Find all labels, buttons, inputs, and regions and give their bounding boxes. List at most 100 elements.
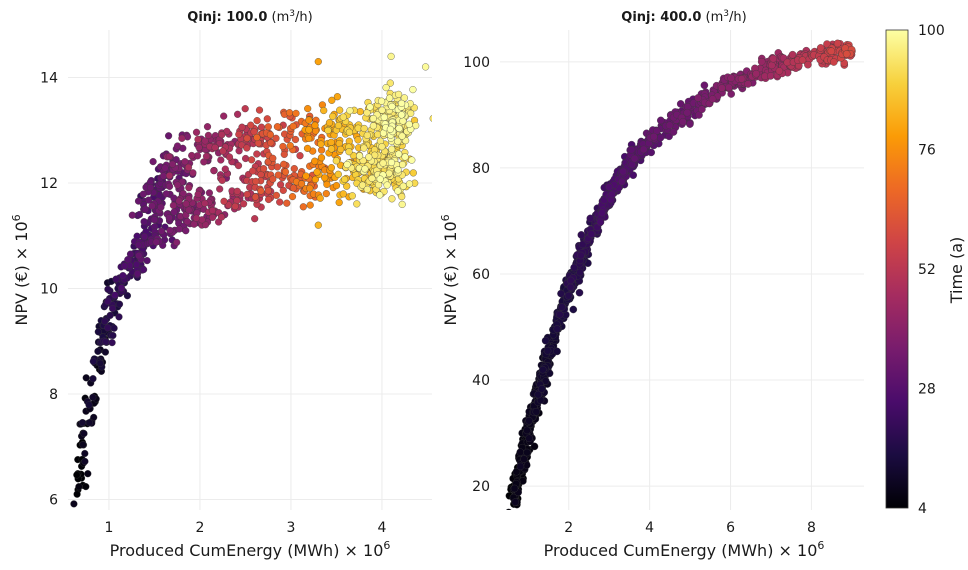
scatter-point (541, 336, 550, 345)
scatter-point (73, 490, 81, 498)
scatter-point (169, 160, 177, 168)
scatter-point (363, 185, 371, 193)
x-axis-label-left: Produced CumEnergy (MWh) × 106 (110, 539, 391, 560)
scatter-point (679, 118, 687, 126)
scatter-point (250, 128, 258, 136)
scatter-point (311, 157, 319, 165)
scatter-point (175, 225, 183, 233)
scatter-point (345, 128, 353, 136)
scatter-point (564, 291, 573, 300)
scatter-point (327, 138, 335, 146)
scatter-point (134, 197, 143, 205)
scatter-point (223, 127, 231, 135)
scatter-point (273, 163, 281, 171)
scatter-point (165, 172, 174, 180)
scatter-point (234, 162, 243, 170)
x-tick-label: 2 (564, 520, 573, 536)
scatter-point (203, 123, 212, 131)
scatter-point (386, 94, 394, 102)
scatter-point (316, 194, 324, 202)
scatter-point (525, 434, 533, 443)
scatter-point (639, 145, 648, 154)
scatter-point (266, 131, 274, 139)
scatter-point (124, 256, 132, 264)
scatter-point (257, 187, 265, 195)
scatter-point (511, 498, 520, 506)
scatter-point (378, 106, 386, 114)
scatter-point (354, 124, 362, 132)
scatter-point (656, 133, 665, 142)
scatter-point (194, 190, 202, 198)
scatter-point (395, 150, 403, 158)
scatter-point (325, 119, 334, 127)
scatter-point (669, 128, 678, 136)
scatter-point (523, 426, 531, 435)
scatter-point (173, 238, 181, 246)
scatter-point (345, 148, 353, 156)
scatter-point (532, 408, 541, 416)
scatter-point (170, 208, 178, 216)
y-tick-label: 80 (472, 161, 490, 177)
y-axis-label-left: NPV (€) × 106 (10, 214, 31, 325)
scatter-point (135, 241, 143, 249)
scatter-point (272, 191, 280, 199)
scatter-point (89, 375, 97, 383)
scatter-point (161, 164, 169, 172)
scatter-point (140, 233, 149, 241)
scatter-point (185, 206, 193, 214)
scatter-point (135, 210, 144, 219)
scatter-point (190, 220, 198, 228)
scatter-point (210, 167, 218, 175)
scatter-point (399, 182, 407, 190)
scatter-point (558, 303, 566, 311)
scatter-point (737, 75, 746, 83)
y-tick-label: 12 (40, 176, 58, 192)
scatter-point (328, 96, 336, 104)
scatter-point (306, 201, 314, 209)
scatter-point (650, 132, 658, 141)
scatter-point (248, 156, 256, 164)
scatter-point (182, 200, 190, 208)
colorbar-tick-label: 28 (918, 382, 936, 398)
scatter-point (289, 122, 297, 130)
scatter-point (208, 206, 217, 215)
scatter-point (174, 181, 182, 189)
scatter-point (798, 56, 807, 64)
scatter-point (243, 144, 251, 152)
scatter-point (82, 483, 90, 491)
scatter-point (830, 58, 838, 66)
scatter-point (605, 183, 613, 191)
scatter-point (329, 112, 337, 120)
scatter-point (587, 230, 596, 238)
scatter-point (106, 311, 114, 319)
scatter-point (339, 113, 347, 121)
scatter-point (378, 97, 386, 105)
scatter-point (569, 305, 578, 314)
title-left: Qinj: 100.0 (m3/h) (187, 9, 312, 25)
scatter-point (323, 180, 331, 188)
scatter-point (586, 214, 595, 223)
scatter-point (292, 109, 300, 117)
scatter-point (516, 448, 525, 456)
scatter-point (363, 109, 371, 117)
scatter-point (356, 152, 364, 160)
scatter-point (361, 165, 369, 173)
scatter-point (339, 190, 347, 198)
scatter-point (767, 72, 775, 80)
scatter-point (234, 110, 242, 118)
scatter-point (343, 182, 351, 190)
scatter-point (385, 169, 393, 177)
scatter-point (578, 240, 587, 249)
scatter-point (104, 324, 112, 332)
scatter-point (335, 198, 343, 207)
scatter-point (394, 166, 402, 174)
scatter-point (201, 199, 209, 207)
scatter-point (285, 109, 294, 117)
scatter-point (178, 134, 186, 142)
scatter-point (192, 128, 201, 136)
scatter-point (313, 168, 321, 176)
x-tick-label: 4 (645, 520, 654, 536)
scatter-point (530, 442, 539, 451)
